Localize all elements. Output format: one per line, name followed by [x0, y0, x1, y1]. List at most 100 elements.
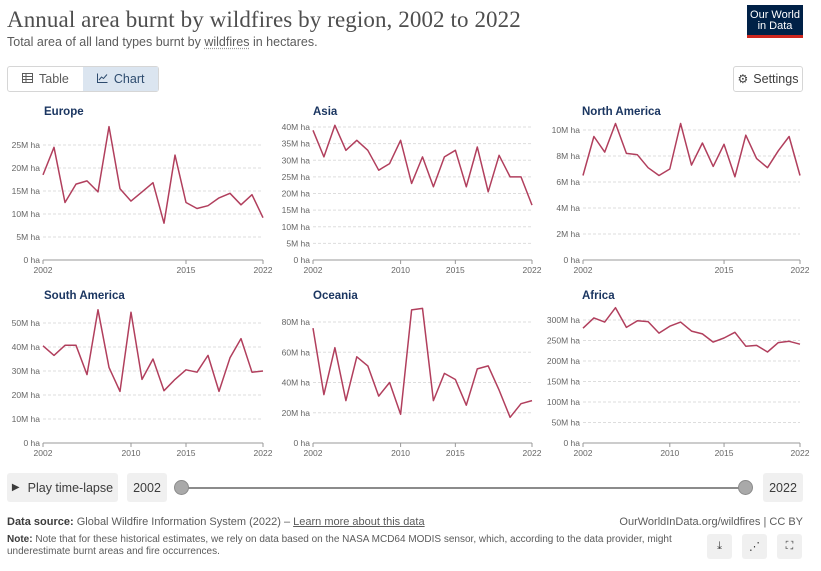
south-america-x-tick-label: 2002	[34, 448, 53, 458]
south-america-y-tick-label: 30M ha	[12, 366, 41, 376]
share-icon: ⋰	[749, 541, 760, 553]
asia-y-tick-label: 20M ha	[282, 189, 311, 199]
asia-y-tick-label: 25M ha	[282, 172, 311, 182]
fullscreen-button[interactable]: ⛶	[777, 534, 802, 559]
africa-y-tick-label: 50M ha	[552, 418, 581, 428]
oceania-y-tick-label: 40M ha	[282, 378, 311, 388]
north-america-y-tick-label: 8M ha	[556, 151, 580, 161]
south-america-y-tick-label: 20M ha	[12, 390, 41, 400]
line-chart-icon	[96, 72, 108, 86]
start-year-handle[interactable]	[174, 480, 189, 495]
africa-y-tick-label: 300M ha	[547, 315, 580, 325]
north-america-y-tick-label: 0 ha	[563, 255, 580, 265]
play-timelapse-button[interactable]: ▶ Play time-lapse	[7, 473, 118, 502]
south-america-series-line	[42, 309, 264, 393]
south-america-y-tick-label: 0 ha	[23, 438, 40, 448]
africa-series-line	[582, 306, 801, 353]
africa-y-tick-label: 250M ha	[547, 336, 580, 346]
timeline-track[interactable]	[181, 487, 746, 489]
africa-x-tick-label: 2010	[660, 448, 679, 458]
africa-panel-title: Africa	[582, 290, 615, 302]
oceania-x-tick-label: 2002	[304, 448, 323, 458]
table-icon	[22, 72, 33, 86]
asia-y-tick-label: 15M ha	[282, 205, 311, 215]
data-note: Note: Note that for these historical est…	[7, 534, 672, 557]
end-year-handle[interactable]	[738, 480, 753, 495]
south-america-x-tick-label: 2015	[177, 448, 196, 458]
oceania-y-tick-label: 0 ha	[293, 438, 310, 448]
south-america-y-tick-label: 10M ha	[12, 414, 41, 424]
africa-y-tick-label: 0 ha	[563, 438, 580, 448]
africa-y-tick-label: 150M ha	[547, 377, 580, 387]
south-america-x-tick-label: 2022	[254, 448, 273, 458]
chart-title: Annual area burnt by wildfires by region…	[7, 7, 521, 32]
end-year-label: 2022	[763, 473, 803, 502]
asia-y-tick-label: 35M ha	[282, 139, 311, 149]
view-tabs: Table Chart	[7, 66, 160, 92]
site-attribution[interactable]: OurWorldInData.org/wildfires | CC BY	[619, 516, 803, 528]
europe-series-line	[42, 125, 264, 224]
africa-x-tick-label: 2002	[574, 448, 593, 458]
africa-y-tick-label: 200M ha	[547, 356, 580, 366]
oceania-x-tick-label: 2010	[391, 448, 410, 458]
download-button[interactable]: ⤓	[707, 534, 732, 559]
asia-x-tick-label: 2015	[446, 265, 465, 275]
oceania-panel-title: Oceania	[313, 290, 358, 302]
europe-y-tick-label: 20M ha	[12, 163, 41, 173]
europe-y-tick-label: 10M ha	[12, 209, 41, 219]
tab-chart[interactable]: Chart	[82, 67, 159, 91]
asia-y-tick-label: 0 ha	[293, 255, 310, 265]
north-america-x-tick-label: 2015	[715, 265, 734, 275]
oceania-y-tick-label: 60M ha	[282, 347, 311, 357]
north-america-panel-title: North America	[582, 106, 661, 118]
africa-y-tick-label: 100M ha	[547, 397, 580, 407]
gear-icon: ⚙	[737, 72, 749, 86]
share-button[interactable]: ⋰	[742, 534, 767, 559]
play-icon: ▶	[11, 482, 20, 493]
north-america-x-tick-label: 2022	[791, 265, 810, 275]
oceania-series-line	[312, 307, 533, 419]
owid-logo[interactable]: Our World in Data	[747, 5, 803, 38]
asia-x-tick-label: 2002	[304, 265, 323, 275]
europe-x-tick-label: 2002	[34, 265, 53, 275]
oceania-x-tick-label: 2022	[523, 448, 542, 458]
north-america-series-line	[582, 122, 801, 178]
oceania-y-tick-label: 20M ha	[282, 408, 311, 418]
timeline-controls: ▶ Play time-lapse 2002 2022	[7, 473, 803, 503]
europe-y-tick-label: 25M ha	[12, 140, 41, 150]
download-icon: ⤓	[717, 540, 722, 552]
start-year-label: 2002	[127, 473, 167, 502]
settings-button[interactable]: ⚙ Settings	[733, 66, 803, 92]
small-multiples-chart: Europe 0 ha 5M ha 10M ha 15M ha 20M ha 25M ha 2…	[12, 106, 810, 458]
north-america-y-tick-label: 10M ha	[552, 125, 581, 135]
south-america-y-tick-label: 40M ha	[12, 342, 41, 352]
north-america-y-tick-label: 2M ha	[556, 229, 580, 239]
learn-more-link[interactable]: Learn more about this data	[293, 516, 425, 528]
asia-panel-title: Asia	[313, 106, 338, 118]
europe-y-tick-label: 5M ha	[16, 232, 40, 242]
oceania-y-tick-label: 80M ha	[282, 317, 311, 327]
fullscreen-icon: ⛶	[785, 540, 794, 552]
asia-x-tick-label: 2010	[391, 265, 410, 275]
asia-series-line	[312, 124, 533, 206]
south-america-y-tick-label: 50M ha	[12, 318, 41, 328]
oceania-x-tick-label: 2015	[446, 448, 465, 458]
south-america-panel-title: South America	[44, 290, 125, 302]
chart-subtitle: Total area of all land types burnt by wi…	[7, 35, 318, 49]
europe-x-tick-label: 2015	[177, 265, 196, 275]
asia-y-tick-label: 5M ha	[286, 238, 310, 248]
africa-x-tick-label: 2015	[715, 448, 734, 458]
europe-x-tick-label: 2022	[254, 265, 273, 275]
data-source: Data source: Global Wildfire Information…	[7, 516, 425, 528]
asia-y-tick-label: 40M ha	[282, 122, 311, 132]
europe-y-tick-label: 15M ha	[12, 186, 41, 196]
north-america-y-tick-label: 4M ha	[556, 203, 580, 213]
asia-y-tick-label: 10M ha	[282, 222, 311, 232]
tab-table[interactable]: Table	[8, 67, 83, 91]
europe-panel-title: Europe	[44, 106, 84, 118]
asia-x-tick-label: 2022	[523, 265, 542, 275]
asia-y-tick-label: 30M ha	[282, 155, 311, 165]
europe-y-tick-label: 0 ha	[23, 255, 40, 265]
south-america-x-tick-label: 2010	[122, 448, 141, 458]
wildfires-link[interactable]: wildfires	[204, 35, 250, 49]
